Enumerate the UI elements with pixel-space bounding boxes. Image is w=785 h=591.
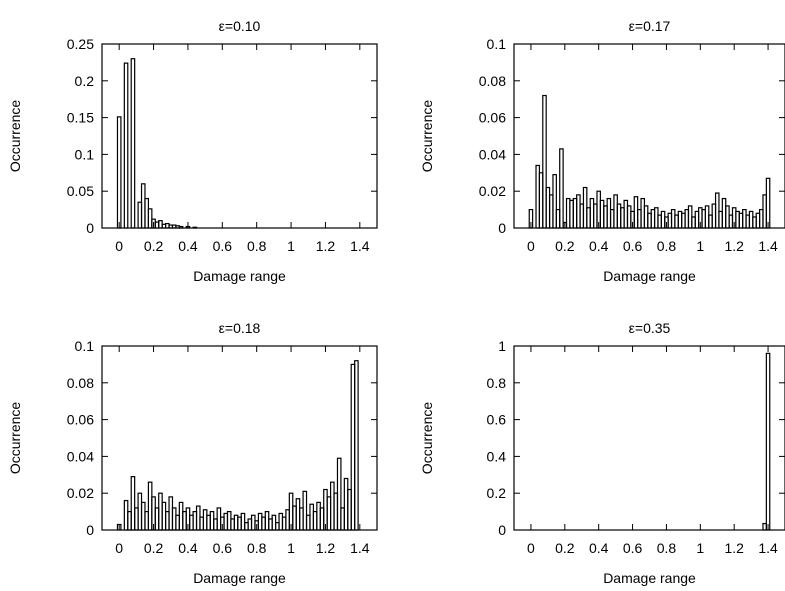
histogram-bar (130, 58, 136, 229)
x-tick-label: 1 (287, 540, 295, 556)
x-axis-label: Damage range (603, 570, 696, 586)
histogram-bar (123, 62, 129, 229)
y-tick-label: 0.04 (67, 448, 94, 464)
histogram-bar (354, 360, 359, 531)
x-tick-label: 1.4 (758, 540, 778, 556)
histogram-panel-2: ε=0.17 Damage range Occurrence 0 0.2 0.4 0.6 0.… (419, 18, 785, 284)
y-tick-label: 0.8 (487, 375, 507, 391)
x-tick-label: 0.4 (589, 540, 609, 556)
x-tick-label: 0.2 (144, 540, 164, 556)
y-axis-label: Occurrence (7, 100, 23, 173)
panel-title: ε=0.35 (629, 320, 671, 336)
y-tick-label: 0.08 (67, 375, 94, 391)
y-tick-label: 0 (498, 220, 506, 236)
histogram-bar (116, 116, 122, 229)
x-tick-label: 0.8 (247, 238, 267, 254)
y-tick-label: 0.06 (479, 110, 506, 126)
x-tick-label: 0.6 (213, 238, 233, 254)
x-tick-label: 1.4 (350, 540, 370, 556)
x-tick-label: 1.2 (316, 540, 336, 556)
x-tick-label: 1.2 (724, 540, 744, 556)
y-tick-label: 0.05 (67, 183, 94, 199)
y-tick-label: 0.6 (487, 412, 507, 428)
y-tick-label: 0.2 (487, 485, 507, 501)
x-tick-label: 1.2 (316, 238, 336, 254)
y-tick-label: 0.1 (487, 36, 507, 52)
x-tick-label: 1.2 (724, 238, 744, 254)
x-tick-label: 1 (696, 540, 704, 556)
y-tick-label: 0 (86, 522, 94, 538)
x-tick-label: 0.8 (657, 238, 677, 254)
plot-frame (101, 43, 378, 229)
y-tick-label: 0.25 (67, 36, 94, 52)
histogram-bar (559, 148, 564, 229)
x-axis-label: Damage range (193, 570, 286, 586)
x-tick-label: 1 (287, 238, 295, 254)
histogram-panel-1: ε=0.10 Damage range Occurrence 0 0.2 0.4 0.6 0.… (7, 18, 378, 284)
x-tick-label: 0 (115, 238, 123, 254)
y-tick-label: 0.08 (479, 73, 506, 89)
panel-title: ε=0.18 (219, 320, 261, 336)
x-tick-label: 0 (527, 238, 535, 254)
x-tick-label: 0.2 (144, 238, 164, 254)
y-tick-label: 0.02 (479, 183, 506, 199)
y-axis-label: Occurrence (419, 402, 435, 475)
y-tick-label: 0.4 (487, 448, 507, 464)
y-tick-label: 0.1 (75, 338, 95, 354)
x-tick-label: 0 (115, 540, 123, 556)
x-tick-label: 1 (696, 238, 704, 254)
x-tick-label: 0.4 (589, 238, 609, 254)
y-tick-label: 0 (498, 522, 506, 538)
histogram-bar (765, 177, 771, 229)
x-tick-label: 0.6 (623, 238, 643, 254)
x-tick-label: 0.8 (247, 540, 267, 556)
y-tick-label: 1 (498, 338, 506, 354)
panel-title: ε=0.10 (219, 18, 261, 34)
x-tick-label: 0.2 (555, 540, 575, 556)
x-axis-label: Damage range (603, 268, 696, 284)
plot-frame (513, 345, 785, 531)
x-tick-label: 0.4 (178, 238, 198, 254)
y-tick-label: 0.2 (75, 73, 95, 89)
plot-frame (513, 43, 785, 229)
y-tick-label: 0.1 (75, 146, 95, 162)
panel-title: ε=0.17 (629, 18, 671, 34)
histogram-panel-4: ε=0.35 Damage range Occurrence 0 0.2 0.4 0.6 0.… (419, 320, 785, 586)
x-tick-label: 0 (527, 540, 535, 556)
x-tick-label: 1.4 (758, 238, 778, 254)
x-tick-label: 0.6 (213, 540, 233, 556)
y-axis-label: Occurrence (7, 402, 23, 475)
plot-frame (101, 345, 378, 531)
x-tick-label: 0.8 (657, 540, 677, 556)
histogram-panel-3: ε=0.18 Damage range Occurrence 0 0.2 0.4 0.6 0.… (7, 320, 378, 586)
y-axis-label: Occurrence (419, 100, 435, 173)
x-tick-label: 0.2 (555, 238, 575, 254)
y-tick-label: 0.02 (67, 485, 94, 501)
y-tick-label: 0.06 (67, 412, 94, 428)
x-tick-label: 0.4 (178, 540, 198, 556)
y-tick-label: 0.15 (67, 110, 94, 126)
y-tick-label: 0 (86, 220, 94, 236)
histogram-bar (765, 352, 771, 531)
x-tick-label: 1.4 (350, 238, 370, 254)
x-tick-label: 0.6 (623, 540, 643, 556)
y-tick-label: 0.04 (479, 146, 506, 162)
x-axis-label: Damage range (193, 268, 286, 284)
